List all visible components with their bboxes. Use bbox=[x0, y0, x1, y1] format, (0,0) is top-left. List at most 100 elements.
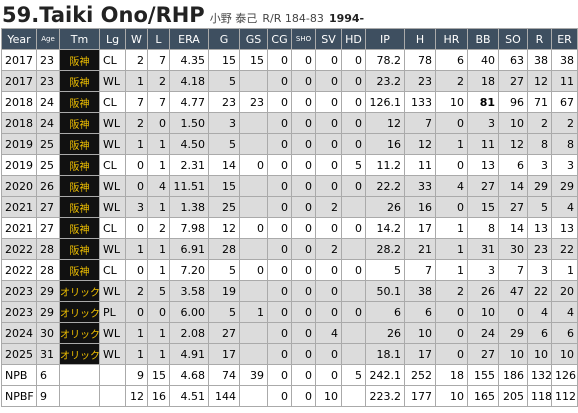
cell: 1 bbox=[147, 196, 170, 218]
empty-cell bbox=[239, 322, 268, 344]
cell: 2023 bbox=[1, 280, 37, 302]
cell: 2019 bbox=[1, 133, 37, 155]
cell: 25 bbox=[208, 196, 240, 218]
cell: WL bbox=[99, 280, 126, 302]
cell: 7.20 bbox=[169, 259, 209, 281]
empty-cell bbox=[341, 196, 366, 218]
cell: 6.00 bbox=[169, 301, 209, 323]
column-header: SV bbox=[315, 28, 342, 50]
cell: 1 bbox=[147, 133, 170, 155]
cell: 0 bbox=[267, 49, 292, 71]
empty-cell bbox=[99, 385, 126, 407]
cell: 8 bbox=[467, 217, 499, 239]
cell: 23 bbox=[239, 91, 268, 113]
cell: 1.50 bbox=[169, 112, 209, 134]
cell: 6 bbox=[36, 364, 60, 386]
cell: 2021 bbox=[1, 217, 37, 239]
cell: 2 bbox=[435, 70, 468, 92]
cell: 23.2 bbox=[365, 70, 405, 92]
cell: 31 bbox=[467, 238, 499, 260]
cell: 2022 bbox=[1, 238, 37, 260]
cell: 16 bbox=[404, 196, 436, 218]
cell: 71 bbox=[527, 91, 552, 113]
cell: WL bbox=[99, 343, 126, 365]
cell: 0 bbox=[435, 301, 468, 323]
cell: 2 bbox=[315, 238, 342, 260]
cell: 0 bbox=[125, 259, 148, 281]
cell: 18 bbox=[467, 70, 499, 92]
cell: 阪神 bbox=[59, 49, 100, 71]
cell: 38 bbox=[551, 49, 578, 71]
cell: 3 bbox=[527, 154, 552, 176]
empty-cell bbox=[341, 280, 366, 302]
cell: 29 bbox=[527, 175, 552, 197]
cell: 0 bbox=[125, 217, 148, 239]
cell: 0 bbox=[291, 175, 316, 197]
cell: 0 bbox=[267, 154, 292, 176]
cell: 0 bbox=[267, 70, 292, 92]
cell: 0 bbox=[315, 112, 342, 134]
cell: オリックス bbox=[59, 322, 100, 344]
cell: 23 bbox=[527, 238, 552, 260]
cell: 39 bbox=[239, 364, 268, 386]
cell: 27 bbox=[36, 217, 60, 239]
cell: 4.35 bbox=[169, 49, 209, 71]
cell: 1 bbox=[125, 133, 148, 155]
cell: 0 bbox=[239, 217, 268, 239]
cell: 223.2 bbox=[365, 385, 405, 407]
cell: 4.68 bbox=[169, 364, 209, 386]
cell: 2020 bbox=[1, 175, 37, 197]
cell: 23 bbox=[404, 70, 436, 92]
cell: 15 bbox=[239, 49, 268, 71]
cell: 6 bbox=[435, 49, 468, 71]
cell: 132 bbox=[527, 364, 552, 386]
cell: 0 bbox=[239, 259, 268, 281]
cell: 2019 bbox=[1, 154, 37, 176]
cell: 25 bbox=[36, 133, 60, 155]
cell: 38 bbox=[527, 49, 552, 71]
cell: 9 bbox=[36, 385, 60, 407]
cell: WL bbox=[99, 133, 126, 155]
cell: 252 bbox=[404, 364, 436, 386]
cell: PL bbox=[99, 301, 126, 323]
cell: 96 bbox=[498, 91, 528, 113]
cell: 22 bbox=[527, 280, 552, 302]
cell: 2 bbox=[125, 280, 148, 302]
cell: 0 bbox=[315, 364, 342, 386]
cell: 15 bbox=[208, 49, 240, 71]
cell: NPBF bbox=[1, 385, 37, 407]
cell: 1 bbox=[147, 238, 170, 260]
kanji-name: 小野 泰己 bbox=[209, 12, 258, 25]
cell: WL bbox=[99, 238, 126, 260]
cell: 5 bbox=[365, 259, 405, 281]
cell: 14 bbox=[498, 175, 528, 197]
cell: 0 bbox=[291, 259, 316, 281]
cell: 25 bbox=[36, 154, 60, 176]
cell: 9 bbox=[125, 364, 148, 386]
cell: 0 bbox=[291, 91, 316, 113]
cell: 0 bbox=[291, 133, 316, 155]
cell: 阪神 bbox=[59, 217, 100, 239]
cell: 10 bbox=[435, 385, 468, 407]
cell: 126 bbox=[551, 364, 578, 386]
cell: 16 bbox=[365, 133, 405, 155]
cell: 11.51 bbox=[169, 175, 209, 197]
cell: 29 bbox=[36, 280, 60, 302]
cell: 4 bbox=[315, 322, 342, 344]
cell: 阪神 bbox=[59, 196, 100, 218]
cell: 0 bbox=[341, 301, 366, 323]
cell: 17 bbox=[404, 343, 436, 365]
cell: 81 bbox=[467, 91, 499, 113]
table-row: 2017 23 阪神 WL 1 2 4.18 5 0 0 0 0 23.2 23 2 18 27 12 11 bbox=[1, 70, 578, 92]
cell: 6 bbox=[527, 322, 552, 344]
cell: 0 bbox=[267, 385, 292, 407]
column-header: SHO bbox=[291, 28, 316, 50]
cell: オリックス bbox=[59, 343, 100, 365]
cell: 阪神 bbox=[59, 259, 100, 281]
cell: 0 bbox=[147, 112, 170, 134]
cell: 14 bbox=[208, 154, 240, 176]
cell: WL bbox=[99, 112, 126, 134]
table-row: 2017 23 阪神 CL 2 7 4.35 15 15 0 0 0 0 78.2 78 6 40 63 38 38 bbox=[1, 49, 578, 71]
